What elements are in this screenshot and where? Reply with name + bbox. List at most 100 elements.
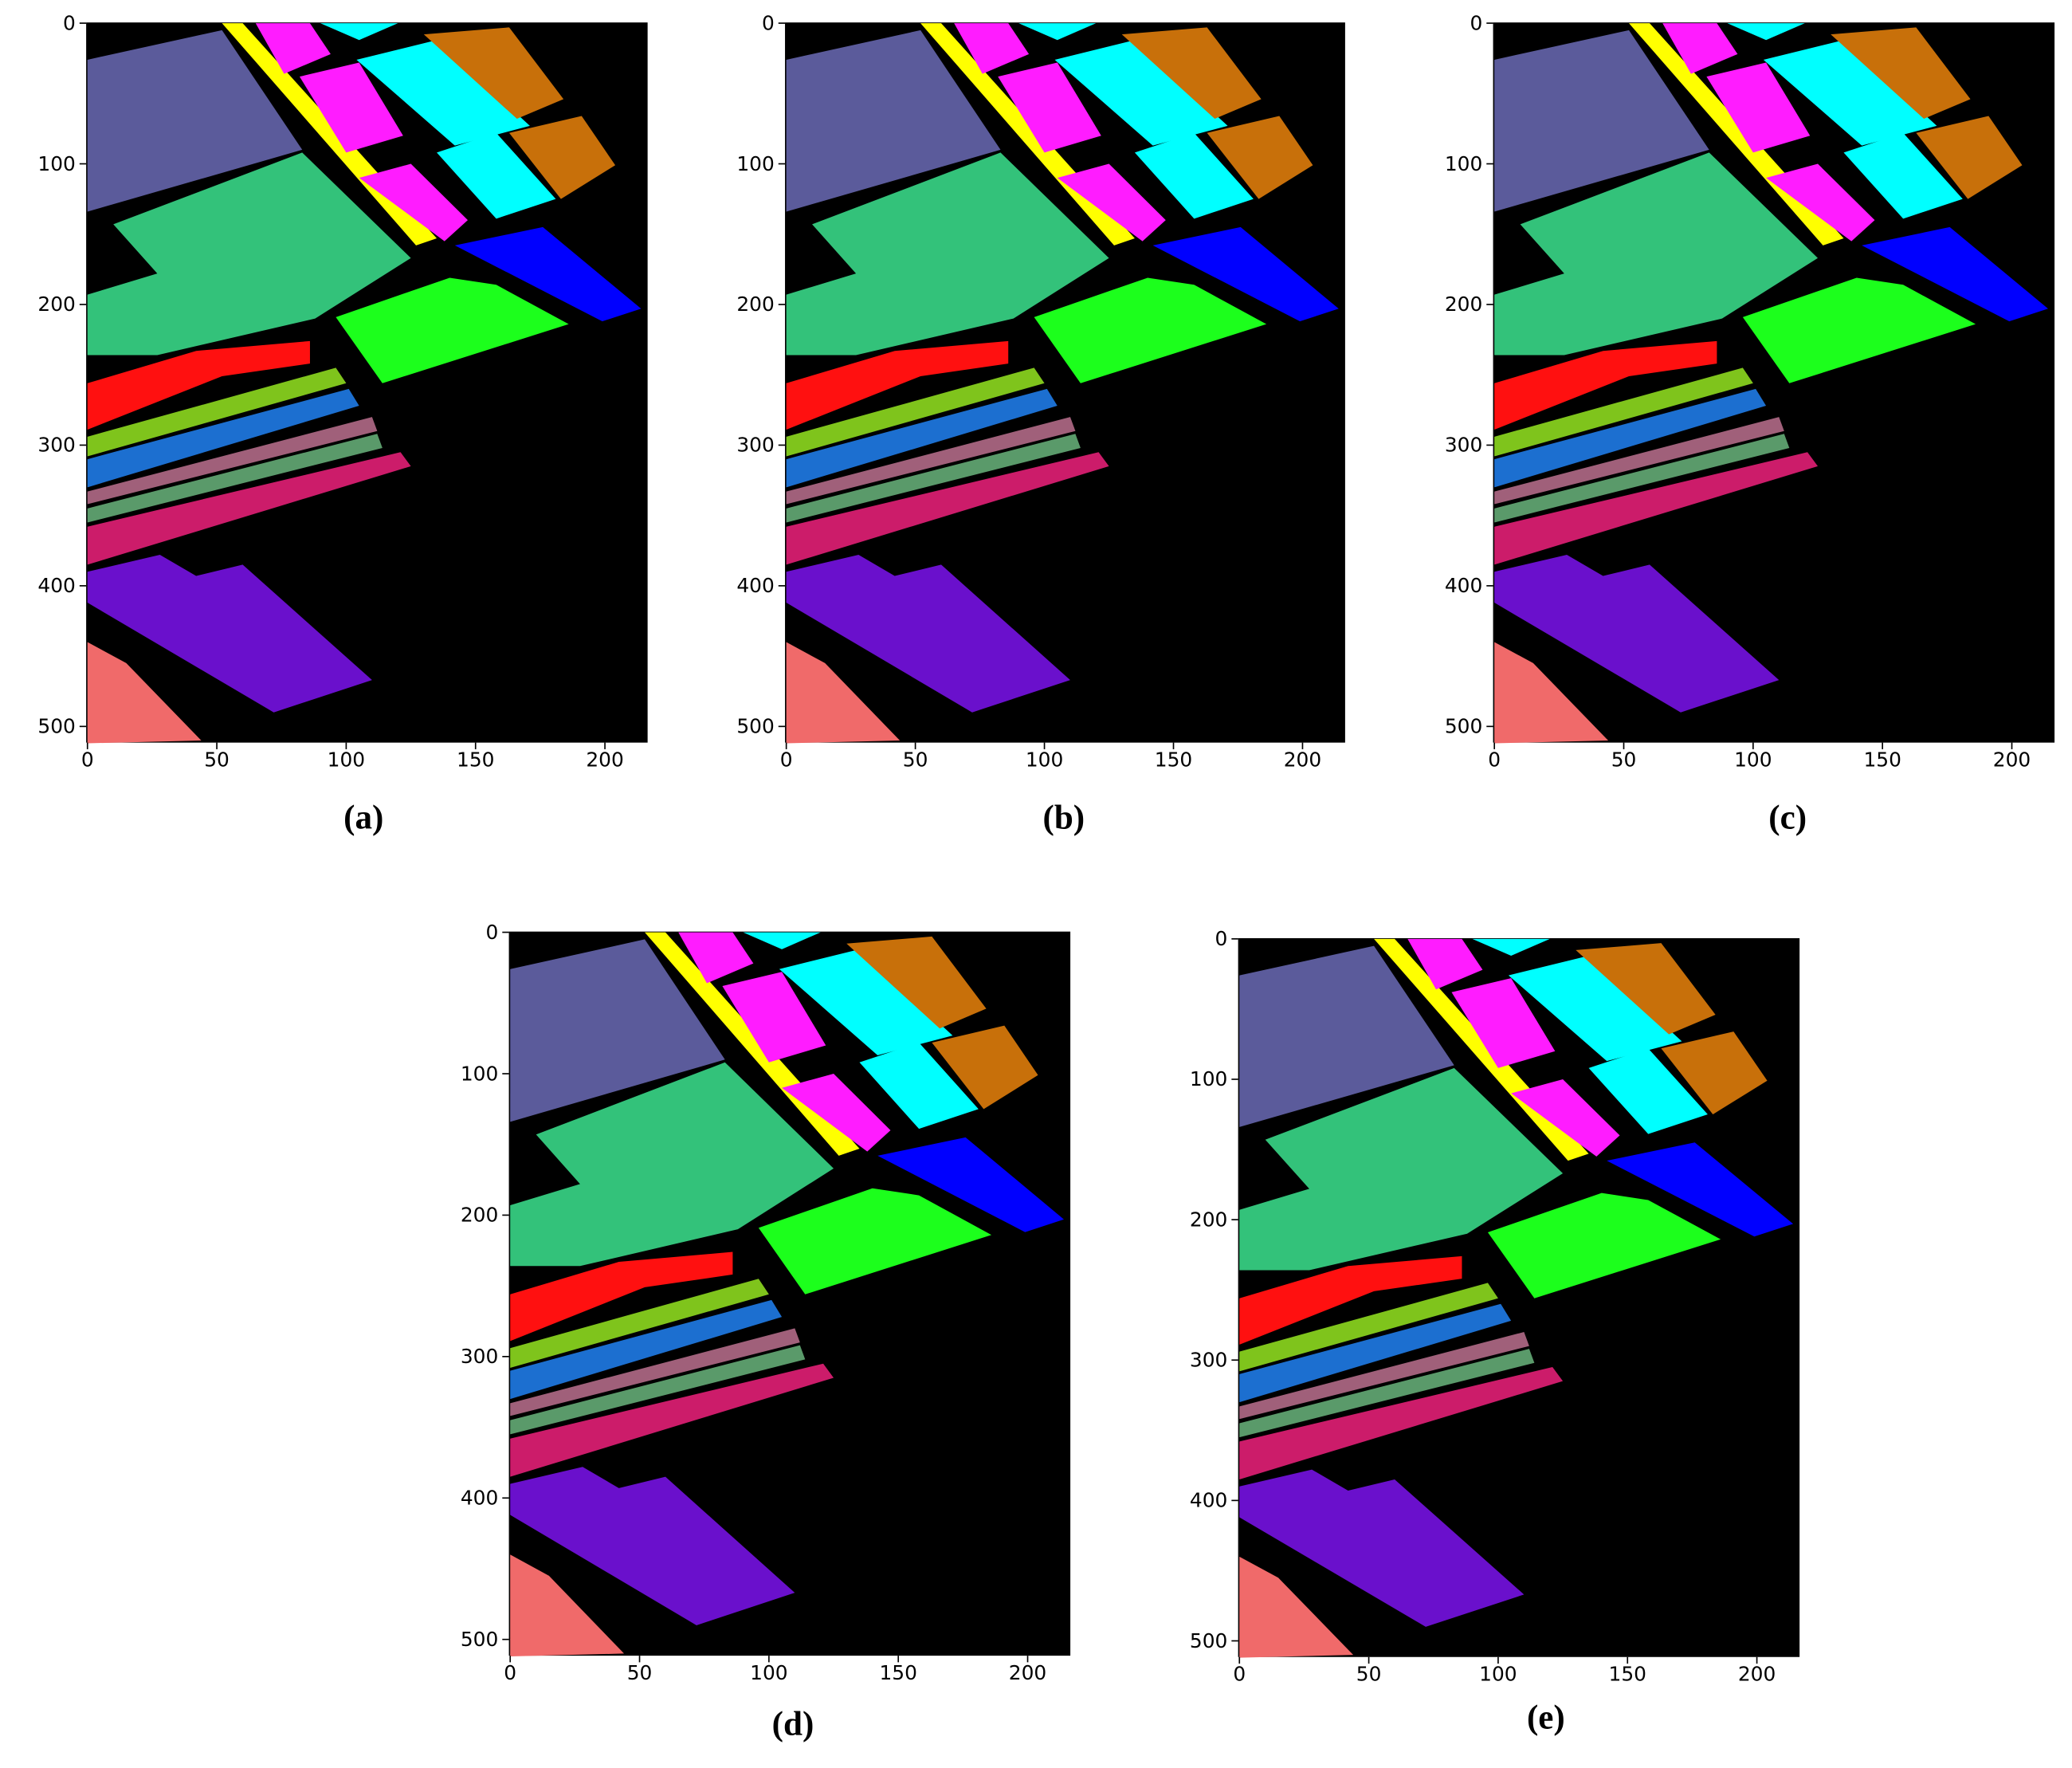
- field: [510, 1062, 834, 1267]
- panel-caption: (e): [1527, 1699, 1565, 1736]
- x-tick-label: 200: [586, 748, 623, 771]
- field: [1239, 1332, 1529, 1420]
- field: [510, 1345, 806, 1435]
- field: [1916, 116, 2023, 199]
- field: [87, 417, 378, 505]
- field: [779, 949, 953, 1055]
- field: [1576, 943, 1716, 1035]
- field: [508, 116, 616, 199]
- panel-caption: (c): [1768, 799, 1807, 836]
- x-tick-label: 50: [1611, 748, 1637, 771]
- field: [320, 23, 398, 41]
- field: [1706, 62, 1811, 153]
- field: [786, 29, 1001, 212]
- field: [1843, 132, 1963, 219]
- field: [846, 936, 987, 1029]
- field: [1121, 27, 1262, 120]
- field: [1727, 23, 1805, 41]
- field: [743, 932, 821, 949]
- field: [954, 23, 1030, 74]
- panel: 0 50 100 150 200 0 100 200 300 400 500 (c): [1445, 11, 2055, 836]
- field: [454, 226, 642, 322]
- y-tick-label: 300: [736, 434, 774, 457]
- y-tick-label: 100: [1190, 1067, 1227, 1090]
- field: [1494, 29, 1709, 212]
- x-tick-label: 150: [1155, 748, 1192, 771]
- y-tick-label: 400: [736, 574, 774, 597]
- field: [255, 23, 331, 74]
- y-tick-label: 400: [37, 574, 75, 597]
- field: [877, 1137, 1064, 1232]
- field: [1239, 1283, 1498, 1372]
- field: [1239, 945, 1454, 1127]
- y-tick-label: 100: [736, 152, 774, 175]
- field: [1494, 367, 1753, 457]
- field: [510, 1251, 733, 1342]
- field: [786, 452, 1109, 565]
- field: [859, 1042, 979, 1130]
- field: [1018, 23, 1097, 41]
- field: [786, 642, 901, 744]
- field: [1494, 152, 1819, 356]
- field: [1239, 1067, 1564, 1271]
- field: [1662, 23, 1738, 74]
- x-tick-label: 100: [1026, 748, 1063, 771]
- field: [1239, 1367, 1564, 1479]
- field: [786, 152, 1109, 356]
- field: [299, 62, 403, 153]
- x-tick-label: 200: [1993, 748, 2031, 771]
- field: [1494, 388, 1767, 488]
- y-tick-label: 200: [461, 1204, 498, 1227]
- y-tick-label: 100: [1445, 152, 1482, 175]
- x-tick-label: 50: [204, 748, 230, 771]
- field: [1494, 452, 1819, 565]
- x-tick-label: 150: [457, 748, 494, 771]
- field: [1407, 938, 1483, 990]
- x-tick-label: 0: [504, 1661, 516, 1684]
- x-tick-label: 100: [1734, 748, 1772, 771]
- field: [510, 1554, 625, 1656]
- field: [1763, 40, 1937, 146]
- field: [87, 152, 411, 356]
- field: [423, 27, 564, 120]
- x-tick-label: 200: [1009, 1661, 1046, 1684]
- panel: 0 50 100 150 200 0 100 200 300 400 500 (a): [37, 11, 648, 836]
- field: [510, 1279, 769, 1369]
- field: [510, 1299, 783, 1400]
- field: [1766, 163, 1875, 242]
- field: [1152, 226, 1339, 322]
- x-tick-label: 200: [1284, 748, 1321, 771]
- y-tick-label: 500: [736, 715, 774, 738]
- field: [1831, 27, 1971, 120]
- field: [998, 62, 1101, 153]
- field: [1239, 1469, 1525, 1627]
- field: [1494, 434, 1790, 523]
- field: [87, 29, 303, 212]
- field: [359, 163, 468, 242]
- y-tick-label: 300: [1190, 1349, 1227, 1372]
- field: [87, 642, 202, 744]
- y-tick-label: 200: [37, 293, 75, 316]
- field: [1494, 340, 1717, 430]
- field: [336, 277, 569, 383]
- y-tick-label: 500: [461, 1628, 498, 1651]
- y-tick-label: 100: [461, 1062, 498, 1085]
- y-tick-label: 200: [736, 293, 774, 316]
- field: [1494, 417, 1784, 505]
- field: [1472, 938, 1550, 956]
- y-tick-label: 500: [1190, 1629, 1227, 1652]
- field: [1239, 1255, 1462, 1345]
- field: [437, 132, 556, 219]
- field: [87, 367, 347, 457]
- field: [678, 932, 754, 984]
- x-tick-label: 50: [1356, 1663, 1382, 1686]
- field: [1494, 642, 1609, 744]
- field: [1451, 978, 1556, 1068]
- y-tick-label: 300: [37, 434, 75, 457]
- field: [786, 388, 1058, 488]
- panel-caption: (b): [1042, 799, 1085, 836]
- field: [1862, 226, 2048, 322]
- field: [1239, 1556, 1354, 1658]
- panel: 0 50 100 150 200 0 100 200 300 400 500 (e): [1190, 927, 1800, 1736]
